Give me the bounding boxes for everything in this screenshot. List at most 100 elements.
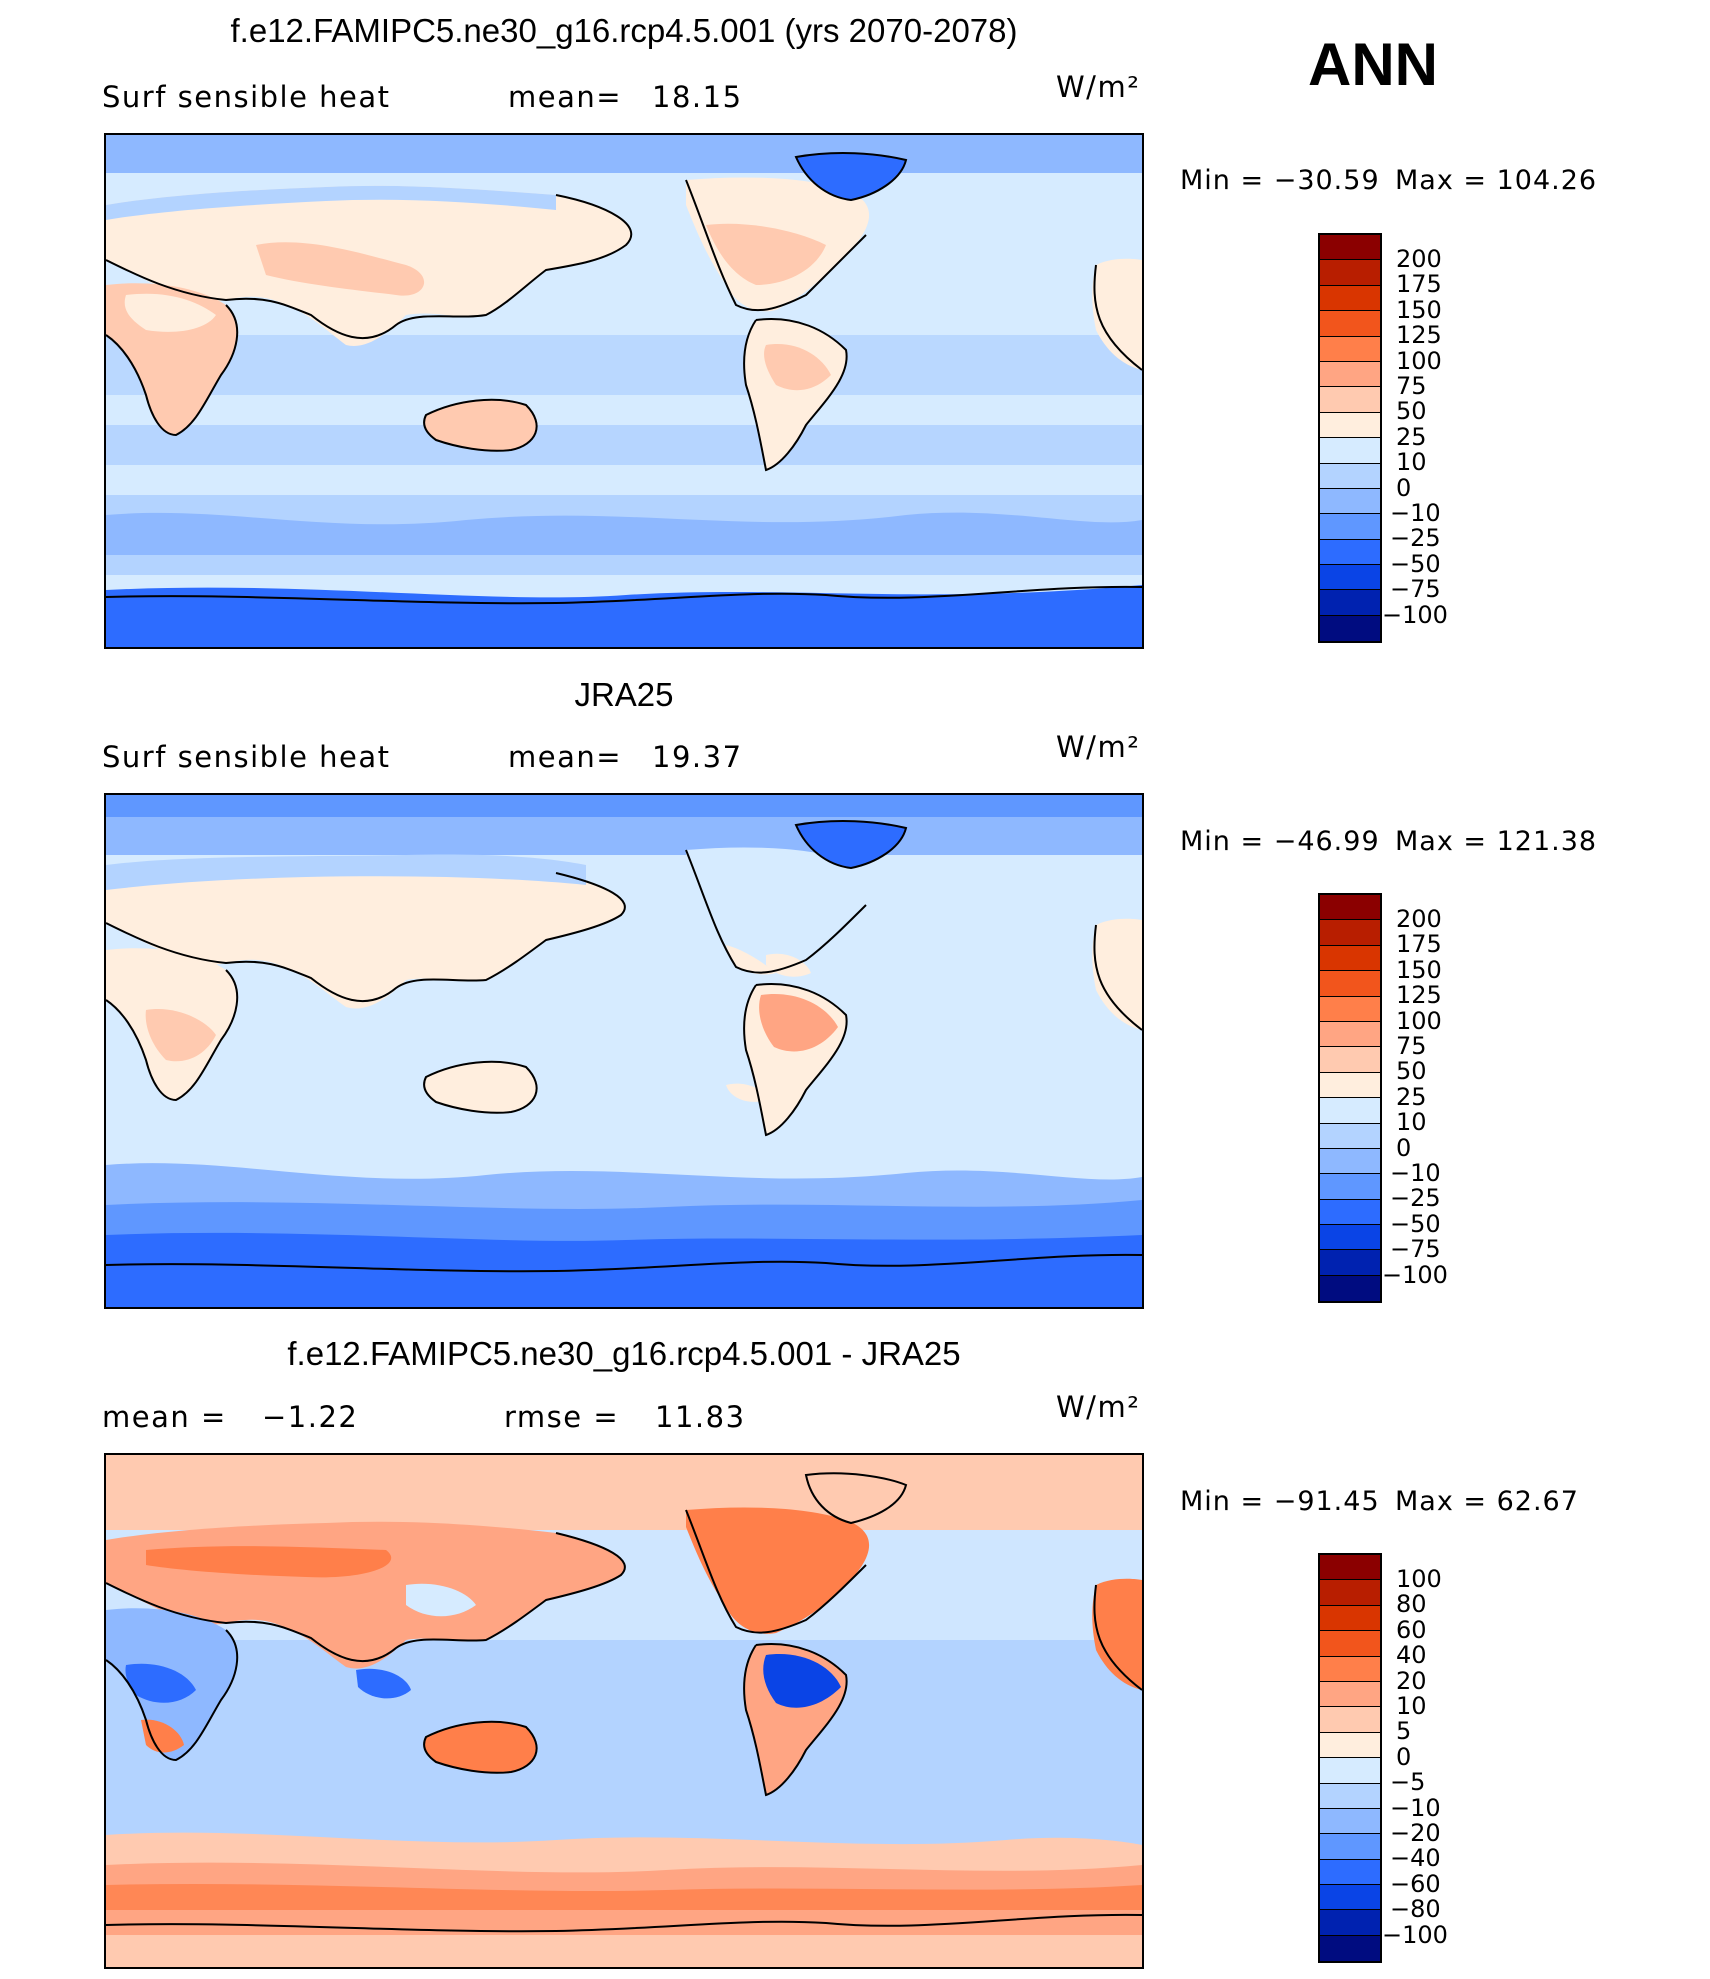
panel-3-tick: 5 bbox=[1396, 1717, 1412, 1745]
panel-1-colorbar bbox=[1318, 233, 1382, 644]
panel-2-tick: −75 bbox=[1390, 1235, 1441, 1263]
panel-3-tick: −5 bbox=[1390, 1768, 1426, 1796]
panel-3-tick: −40 bbox=[1390, 1844, 1441, 1872]
panel-2-colorbar-swatch bbox=[1320, 1148, 1380, 1175]
panel-1-mean-label: mean= bbox=[508, 80, 623, 114]
panel-1-colorbar-swatch bbox=[1320, 463, 1380, 489]
panel-1-mean-value: 18.15 bbox=[652, 80, 743, 114]
panel-3-colorbar bbox=[1318, 1553, 1382, 1964]
panel-2-tick: −100 bbox=[1382, 1261, 1448, 1289]
panel-1-tick: 50 bbox=[1396, 397, 1427, 425]
panel-2-colorbar-swatch bbox=[1320, 1225, 1380, 1251]
panel-1-tick: −75 bbox=[1390, 575, 1441, 603]
panel-1-colorbar-swatch bbox=[1320, 590, 1380, 616]
panel-3-colorbar-swatch bbox=[1320, 1681, 1380, 1708]
panel-1-units: W/m² bbox=[1056, 70, 1141, 104]
panel-1-colorbar-swatch bbox=[1320, 285, 1380, 312]
panel-3-tick: 0 bbox=[1396, 1743, 1412, 1771]
panel-1-min: Min = −30.59 bbox=[1180, 165, 1380, 196]
panel-1-tick: 100 bbox=[1396, 347, 1442, 375]
panel-2-tick: −50 bbox=[1390, 1210, 1441, 1238]
panel-1-colorbar-swatch bbox=[1320, 387, 1380, 413]
panel-2-tick: 125 bbox=[1396, 981, 1442, 1009]
panel-3-tick: 40 bbox=[1396, 1641, 1427, 1669]
panel-2-units: W/m² bbox=[1056, 730, 1141, 764]
panel-1-tick: 200 bbox=[1396, 245, 1442, 273]
panel-1-colorbar-swatch bbox=[1320, 615, 1380, 642]
panel-3-colorbar-swatch bbox=[1320, 1885, 1380, 1911]
panel-1-tick: 10 bbox=[1396, 448, 1427, 476]
panel-3-colorbar-swatch bbox=[1320, 1935, 1380, 1962]
panel-2-mean-label: mean= bbox=[508, 740, 623, 774]
panel-1-colorbar-swatch bbox=[1320, 235, 1380, 261]
panel-3-max: Max = 62.67 bbox=[1395, 1486, 1579, 1517]
panel-2-tick: 50 bbox=[1396, 1057, 1427, 1085]
panel-2-colorbar-swatch bbox=[1320, 996, 1380, 1022]
panel-2-colorbar-swatch bbox=[1320, 895, 1380, 921]
panel-3-rmse-label: rmse = bbox=[504, 1400, 620, 1434]
panel-2-colorbar-swatch bbox=[1320, 945, 1380, 972]
panel-1-map bbox=[104, 133, 1144, 649]
panel-1-colorbar-swatch bbox=[1320, 438, 1380, 464]
panel-3-min: Min = −91.45 bbox=[1180, 1486, 1380, 1517]
panel-3-map bbox=[104, 1453, 1144, 1969]
panel-1-title: f.e12.FAMIPC5.ne30_g16.rcp4.5.001 (yrs 2… bbox=[230, 12, 1018, 49]
panel-3-tick: 20 bbox=[1396, 1667, 1427, 1695]
panel-3-tick: 80 bbox=[1396, 1590, 1427, 1618]
panel-3-tick: −100 bbox=[1382, 1921, 1448, 1949]
panel-2-tick: 100 bbox=[1396, 1007, 1442, 1035]
panel-2-title: JRA25 bbox=[574, 676, 674, 713]
panel-3-tick: −80 bbox=[1390, 1895, 1441, 1923]
panel-1-variable-label: Surf sensible heat bbox=[102, 80, 391, 114]
panel-2-colorbar-swatch bbox=[1320, 1123, 1380, 1149]
panel-1-max: Max = 104.26 bbox=[1395, 165, 1598, 196]
panel-1-tick: −50 bbox=[1390, 550, 1441, 578]
panel-2-tick: 75 bbox=[1396, 1032, 1427, 1060]
panel-2-colorbar-swatch bbox=[1320, 920, 1380, 946]
panel-3-units: W/m² bbox=[1056, 1390, 1141, 1424]
panel-1-colorbar-swatch bbox=[1320, 336, 1380, 362]
panel-2-tick: 10 bbox=[1396, 1108, 1427, 1136]
panel-2-mean-value: 19.37 bbox=[652, 740, 743, 774]
panel-3-colorbar-swatch bbox=[1320, 1910, 1380, 1936]
panel-2-max: Max = 121.38 bbox=[1395, 826, 1598, 857]
panel-2-colorbar-swatch bbox=[1320, 1199, 1380, 1226]
panel-2-colorbar-swatch bbox=[1320, 1072, 1380, 1099]
panel-1-tick: −25 bbox=[1390, 524, 1441, 552]
panel-1-colorbar-swatch bbox=[1320, 488, 1380, 515]
panel-3-colorbar-swatch bbox=[1320, 1808, 1380, 1835]
panel-3-colorbar-swatch bbox=[1320, 1580, 1380, 1606]
panel-2-colorbar-swatch bbox=[1320, 1098, 1380, 1124]
panel-3-colorbar-swatch bbox=[1320, 1656, 1380, 1682]
panel-1-colorbar-swatch bbox=[1320, 514, 1380, 540]
panel-2-colorbar-swatch bbox=[1320, 1047, 1380, 1073]
panel-2-variable-label: Surf sensible heat bbox=[102, 740, 391, 774]
panel-1-colorbar-swatch bbox=[1320, 311, 1380, 337]
panel-3-colorbar-swatch bbox=[1320, 1732, 1380, 1759]
panel-1-tick: −100 bbox=[1382, 601, 1448, 629]
panel-3-colorbar-swatch bbox=[1320, 1631, 1380, 1657]
panel-2-min: Min = −46.99 bbox=[1180, 826, 1380, 857]
panel-2-tick: −25 bbox=[1390, 1184, 1441, 1212]
panel-1-tick: 0 bbox=[1396, 474, 1412, 502]
panel-1-tick: 25 bbox=[1396, 423, 1427, 451]
panel-3-rmse-value: 11.83 bbox=[655, 1400, 746, 1434]
panel-1-colorbar-swatch bbox=[1320, 260, 1380, 286]
panel-1-colorbar-swatch bbox=[1320, 539, 1380, 566]
panel-2-colorbar-swatch bbox=[1320, 971, 1380, 997]
panel-3-mean-label: mean = bbox=[102, 1400, 227, 1434]
panel-3-tick: 10 bbox=[1396, 1692, 1427, 1720]
panel-1-tick: 175 bbox=[1396, 270, 1442, 298]
season-label: ANN bbox=[1308, 31, 1438, 98]
panel-3-colorbar-swatch bbox=[1320, 1758, 1380, 1784]
panel-1-colorbar-swatch bbox=[1320, 361, 1380, 388]
panel-2-colorbar-swatch bbox=[1320, 1174, 1380, 1200]
panel-2-tick: 150 bbox=[1396, 956, 1442, 984]
panel-2-tick: 200 bbox=[1396, 905, 1442, 933]
panel-1-tick: 75 bbox=[1396, 372, 1427, 400]
panel-3-tick: 60 bbox=[1396, 1616, 1427, 1644]
panel-1-tick: −10 bbox=[1390, 499, 1441, 527]
panel-3-colorbar-swatch bbox=[1320, 1605, 1380, 1632]
panel-3-mean-value: −1.22 bbox=[262, 1400, 359, 1434]
panel-2-map bbox=[104, 793, 1144, 1309]
